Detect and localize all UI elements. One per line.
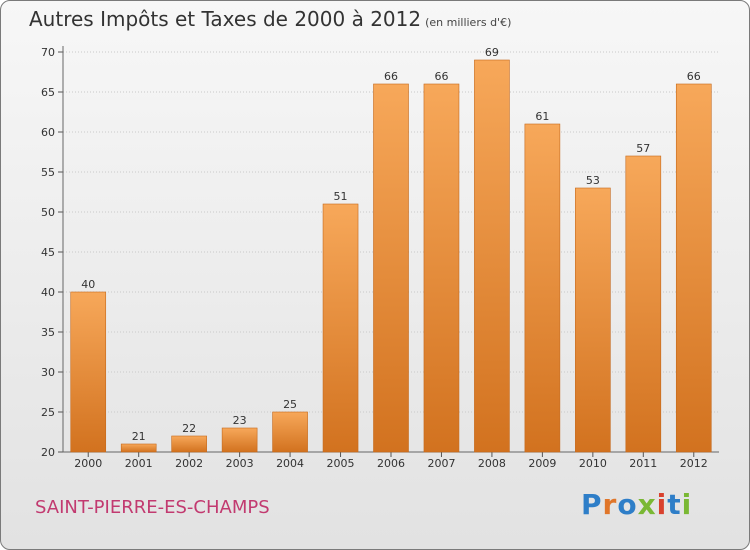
x-tick-label: 2009 <box>528 457 556 470</box>
bar <box>423 83 460 453</box>
commune-name: SAINT-PIERRE-ES-CHAMPS <box>35 497 270 518</box>
x-tick-label: 2005 <box>327 457 355 470</box>
data-label: 21 <box>132 430 146 443</box>
y-tick-label: 35 <box>41 326 55 339</box>
data-label: 40 <box>81 278 95 291</box>
data-label: 53 <box>586 174 600 187</box>
bar <box>70 291 107 453</box>
x-tick-label: 2001 <box>125 457 153 470</box>
logo-letter: i <box>681 488 693 521</box>
x-tick-label: 2007 <box>427 457 455 470</box>
logo-letter: P <box>581 488 603 521</box>
data-labels: 40 21 22 23 25 51 66 66 69 61 53 57 66 <box>81 46 701 443</box>
logo-letter: i <box>656 488 668 521</box>
bar <box>625 155 662 453</box>
y-tick-label: 60 <box>41 126 55 139</box>
x-tick-label: 2000 <box>74 457 102 470</box>
y-tick-label: 65 <box>41 86 55 99</box>
chart-title-text: Autres Impôts et Taxes de 2000 à 2012 <box>29 7 422 31</box>
y-tick-label: 50 <box>41 206 55 219</box>
x-tick-label: 2011 <box>629 457 657 470</box>
bar <box>322 203 359 453</box>
logo-letter: o <box>617 488 638 521</box>
bar <box>675 83 712 453</box>
bar <box>575 187 611 453</box>
x-tick-label: 2008 <box>478 457 506 470</box>
chart-unit: (en milliers d'€) <box>425 16 512 29</box>
x-tick-label: 2010 <box>579 457 607 470</box>
y-tick-label: 25 <box>41 406 55 419</box>
bar <box>272 411 308 453</box>
y-tick-label: 40 <box>41 286 55 299</box>
data-label: 57 <box>636 142 650 155</box>
data-label: 23 <box>233 414 247 427</box>
data-label: 69 <box>485 46 499 59</box>
chart-title: Autres Impôts et Taxes de 2000 à 2012 (en… <box>29 7 511 31</box>
data-label: 25 <box>283 398 297 411</box>
bar <box>120 443 157 453</box>
data-label: 66 <box>687 70 701 83</box>
bar <box>373 83 409 453</box>
x-tick-label: 2012 <box>680 457 708 470</box>
logo-letter: t <box>667 488 682 521</box>
bar <box>221 427 258 453</box>
logo-letter: x <box>637 488 657 521</box>
data-label: 66 <box>434 70 448 83</box>
bar <box>171 435 207 453</box>
logo-letter: r <box>602 488 618 521</box>
data-label: 61 <box>535 110 549 123</box>
x-tick-label: 2006 <box>377 457 405 470</box>
x-tick-label: 2002 <box>175 457 203 470</box>
y-tick-label: 20 <box>41 446 55 459</box>
x-tick-label: 2004 <box>276 457 304 470</box>
data-label: 66 <box>384 70 398 83</box>
proxiti-logo: Proxiti <box>581 488 692 521</box>
y-tick-label: 45 <box>41 246 55 259</box>
bar <box>474 59 510 453</box>
data-label: 22 <box>182 422 196 435</box>
x-tick-label: 2003 <box>226 457 254 470</box>
data-label: 51 <box>334 190 348 203</box>
bars <box>70 59 712 453</box>
y-tick-label: 55 <box>41 166 55 179</box>
y-tick-label: 70 <box>41 46 55 59</box>
y-tick-label: 30 <box>41 366 55 379</box>
bar <box>524 123 561 453</box>
